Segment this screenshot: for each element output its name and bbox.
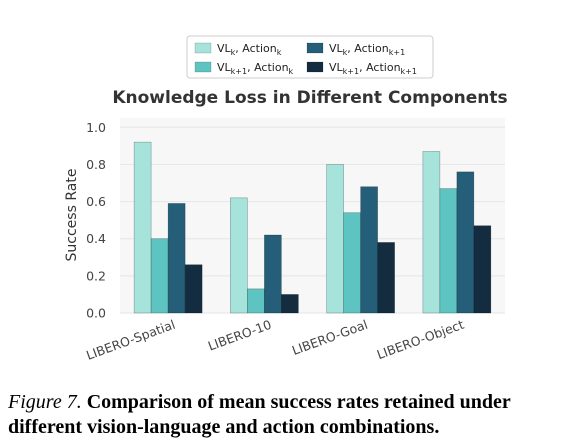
bar xyxy=(264,234,282,314)
chart-title: Knowledge Loss in Different Components xyxy=(112,88,507,108)
bar xyxy=(184,264,203,314)
bar xyxy=(326,164,344,314)
chart: VLk, Actionk VLk+1, Actionk VLk, Actionk+1… xyxy=(64,35,508,363)
y-tick-label: 0.0 xyxy=(86,306,106,321)
bar xyxy=(230,197,248,314)
legend-frame xyxy=(186,35,434,79)
bar-chart: VLk, Actionk VLk+1, Actionk VLk, Actionk+1… xyxy=(64,35,508,363)
y-axis-label: Success Rate xyxy=(64,169,80,262)
legend-label: VLk, Actionk+1 xyxy=(329,42,405,57)
bar xyxy=(343,212,361,314)
legend: VLk, Actionk VLk+1, Actionk VLk, Actionk+1… xyxy=(186,35,434,79)
caption-text: Comparison of mean success rates retaine… xyxy=(8,391,511,438)
y-tick-label: 0.6 xyxy=(86,194,106,209)
legend-label: VLk, Actionk xyxy=(217,42,282,57)
bar xyxy=(360,186,378,314)
bar xyxy=(133,141,152,314)
legend-label: VLk+1, Actionk xyxy=(217,61,294,76)
y-tick-label: 0.4 xyxy=(86,231,106,246)
y-tick-label: 0.8 xyxy=(86,157,106,172)
bar xyxy=(281,294,299,314)
x-tick-label: LIBERO-Goal xyxy=(290,317,370,358)
bar xyxy=(473,225,492,314)
bar xyxy=(167,203,186,314)
bar xyxy=(247,288,265,314)
bar xyxy=(150,238,169,314)
x-tick-label: LIBERO-10 xyxy=(206,317,274,354)
bar xyxy=(422,151,441,314)
figure-caption: Figure 7. Comparison of mean success rat… xyxy=(8,390,580,440)
x-tick-label: LIBERO-Spatial xyxy=(84,317,177,363)
legend-swatch xyxy=(194,61,212,73)
y-tick-label: 1.0 xyxy=(86,120,106,135)
figure-label: Figure 7. xyxy=(8,391,82,413)
bar xyxy=(456,171,475,314)
y-axis: 0.0 0.2 0.4 0.6 0.8 1.0 xyxy=(86,120,106,321)
bar xyxy=(439,188,458,314)
bars xyxy=(133,141,492,314)
legend-label: VLk+1, Actionk+1 xyxy=(329,61,417,76)
legend-swatch xyxy=(306,61,324,73)
x-axis: LIBERO-Spatial LIBERO-10 LIBERO-Goal LIBERO… xyxy=(84,317,466,363)
legend-swatch xyxy=(194,42,212,54)
legend-swatch xyxy=(306,42,324,54)
x-tick-label: LIBERO-Object xyxy=(375,317,466,362)
y-tick-label: 0.2 xyxy=(86,268,106,283)
bar xyxy=(377,242,395,314)
